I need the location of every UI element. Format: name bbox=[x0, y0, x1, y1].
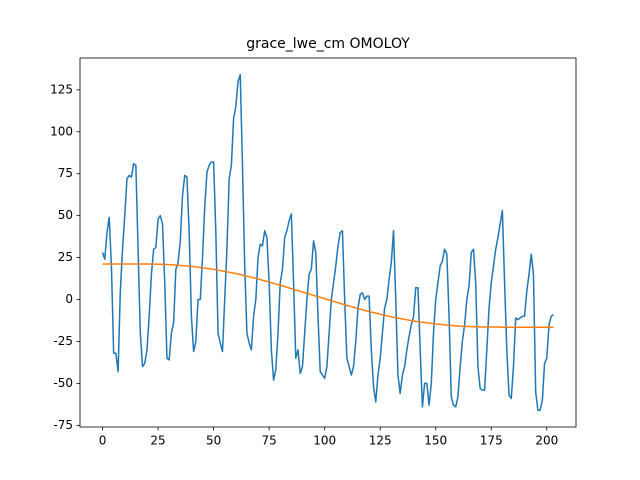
y-tick-label: 50 bbox=[58, 208, 73, 222]
x-tick-label: 100 bbox=[313, 434, 336, 448]
y-tick-label: -50 bbox=[53, 376, 73, 390]
x-tick-label: 200 bbox=[535, 434, 558, 448]
y-tick-label: 125 bbox=[50, 82, 73, 96]
chart-title: grace_lwe_cm OMOLOY bbox=[246, 36, 410, 52]
y-tick-label: -75 bbox=[53, 418, 73, 432]
plot-frame bbox=[79, 57, 577, 428]
y-tick-label: 100 bbox=[50, 124, 73, 138]
x-tick-label: 0 bbox=[99, 434, 107, 448]
y-tick-label: -25 bbox=[53, 334, 73, 348]
y-tick-label: 25 bbox=[58, 250, 73, 264]
x-tick-label: 50 bbox=[206, 434, 221, 448]
x-tick-label: 175 bbox=[480, 434, 503, 448]
x-tick-label: 75 bbox=[261, 434, 276, 448]
y-tick-label: 75 bbox=[58, 166, 73, 180]
x-tick-label: 150 bbox=[424, 434, 447, 448]
data-line bbox=[101, 74, 554, 411]
data-line bbox=[102, 263, 554, 328]
x-tick-label: 125 bbox=[369, 434, 392, 448]
x-tick-label: 25 bbox=[150, 434, 165, 448]
y-tick-label: 0 bbox=[65, 292, 73, 306]
